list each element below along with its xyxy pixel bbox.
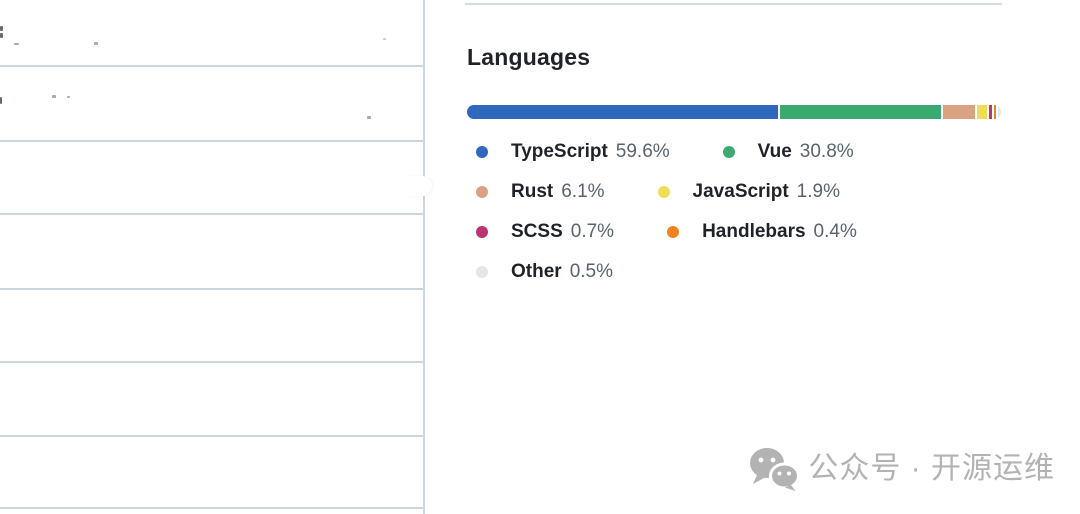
text-remnant [52,95,56,98]
row-divider [0,435,424,437]
language-percent: 59.6% [615,141,670,162]
row-divider [0,140,424,142]
text-remnant [0,26,3,31]
language-bar-segment-vue[interactable] [780,105,941,119]
language-percent: 1.9% [796,181,840,202]
language-name: Handlebars [702,221,806,242]
language-item-scss[interactable]: SCSS 0.7% [467,221,614,242]
language-dot-icon [476,185,488,198]
language-bar-segment-typescript[interactable] [467,105,779,119]
language-bar-segment-handlebars[interactable] [994,105,997,119]
language-item-vue[interactable]: Vue 30.8% [714,141,854,162]
wechat-icon [750,448,800,491]
watermark-text: 公众号 · 开源运维 [808,452,1055,485]
file-table [0,0,432,514]
table-right-border [423,0,425,177]
language-dot-icon [657,185,670,198]
text-remnant [367,116,371,119]
language-item-handlebars[interactable]: Handlebars 0.4% [658,221,857,242]
language-bar-segment-rust[interactable] [942,105,975,119]
table-right-border [423,196,425,514]
row-divider [0,65,424,67]
language-bar-segment-other[interactable] [998,105,1001,119]
text-remnant [383,38,386,40]
table-bottom-border [0,507,424,509]
language-name: Vue [757,141,792,162]
watermark: 公众号 · 开源运维 [749,444,1055,494]
language-name: Other [511,261,562,282]
language-name: SCSS [511,221,563,242]
text-remnant [67,96,70,98]
language-item-rust[interactable]: Rust 6.1% [467,181,605,202]
languages-bar [467,105,1001,119]
language-percent: 0.5% [569,261,613,282]
language-item-other[interactable]: Other 0.5% [467,261,613,282]
language-bar-segment-scss[interactable] [988,105,993,119]
language-name: JavaScript [692,181,789,202]
language-dot-icon [476,265,488,278]
language-dot-icon [667,225,680,238]
text-remnant [14,43,19,45]
language-percent: 0.7% [570,221,615,242]
text-remnant [0,97,2,104]
language-name: TypeScript [511,141,608,162]
text-remnant [94,42,98,45]
language-name: Rust [511,181,554,202]
row-divider [0,288,424,290]
popover-edge [404,176,432,196]
language-dot-icon [476,225,488,238]
language-dot-icon [476,145,488,158]
row-divider [0,213,424,215]
language-dot-icon [722,145,735,158]
language-percent: 0.4% [813,221,857,242]
language-item-javascript[interactable]: JavaScript 1.9% [649,181,840,202]
language-item-typescript[interactable]: TypeScript 59.6% [467,141,670,162]
section-divider [465,3,1002,5]
text-remnant [0,33,3,38]
language-percent: 6.1% [561,181,605,202]
language-percent: 30.8% [799,141,854,162]
row-divider [0,361,424,363]
language-bar-segment-javascript[interactable] [976,105,987,119]
languages-heading: Languages [467,44,591,70]
languages-legend: TypeScript 59.6% Vue 30.8% Rust 6.1% JavaScrip… [467,141,1012,282]
